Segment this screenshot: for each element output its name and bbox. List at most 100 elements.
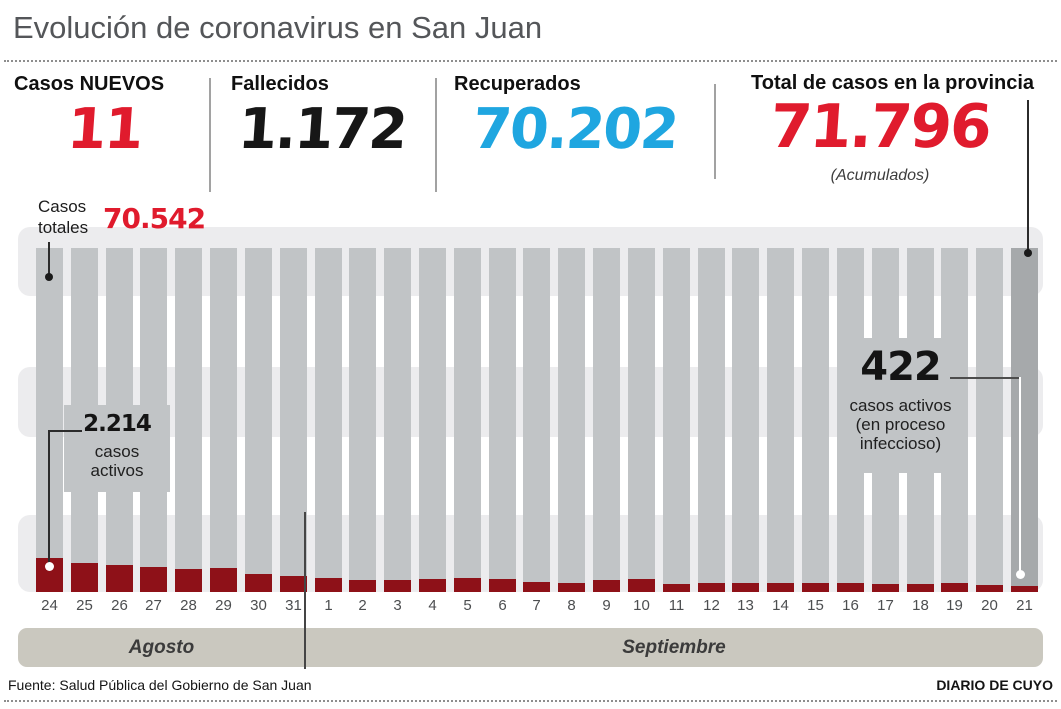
- bar-total-day-9-sep: [593, 248, 620, 592]
- active-start-leader-vertical: [48, 430, 50, 567]
- bar-total-day-28-ago: [175, 248, 202, 592]
- active-end-value: 422: [860, 344, 942, 390]
- bar-active-day-25-ago: [71, 563, 98, 592]
- day-label-21-sep: 21: [1016, 597, 1033, 614]
- day-label-24-ago: 24: [41, 597, 58, 614]
- day-label-7-sep: 7: [532, 597, 541, 614]
- stats-divider-3: [714, 84, 716, 179]
- bar-active-day-15-sep: [802, 583, 829, 592]
- active-end-caption-line1: casos activos: [849, 396, 952, 415]
- stat-recovered-label: Recuperados: [454, 73, 581, 95]
- active-start-callout-box: [64, 405, 170, 492]
- day-label-15-sep: 15: [807, 597, 824, 614]
- bar-active-day-12-sep: [698, 583, 725, 592]
- month-divider-line: [304, 512, 306, 669]
- day-label-10-sep: 10: [633, 597, 650, 614]
- stats-divider-1: [209, 78, 211, 192]
- active-start-value: 2.214: [83, 411, 152, 437]
- day-label-17-sep: 17: [877, 597, 894, 614]
- bar-active-day-9-sep: [593, 580, 620, 592]
- totals-callout-label-line1: Casos: [38, 197, 87, 216]
- day-label-11-sep: 11: [668, 597, 685, 614]
- active-end-callout: 422 casos activos (en proceso infeccioso…: [837, 344, 964, 453]
- page-title: Evolución de coronavirus en San Juan: [13, 10, 543, 45]
- bar-total-day-1-sep: [315, 248, 342, 592]
- day-label-30-ago: 30: [250, 597, 267, 614]
- month-label-august: Agosto: [128, 636, 195, 658]
- bar-active-day-20-sep: [976, 585, 1003, 592]
- day-label-6-sep: 6: [498, 597, 507, 614]
- active-start-caption-line1: casos: [94, 442, 140, 461]
- bar-active-day-28-ago: [175, 569, 202, 592]
- bar-active-day-4-sep: [419, 579, 446, 592]
- day-label-18-sep: 18: [912, 597, 929, 614]
- day-label-14-sep: 14: [772, 597, 789, 614]
- day-label-20-sep: 20: [981, 597, 998, 614]
- bar-total-day-20-sep: [976, 248, 1003, 592]
- bar-total-day-11-sep: [663, 248, 690, 592]
- bar-active-day-13-sep: [732, 583, 759, 592]
- bar-total-day-5-sep: [454, 248, 481, 592]
- bar-active-day-2-sep: [349, 580, 376, 592]
- bar-active-day-19-sep: [941, 583, 968, 592]
- bar-active-day-3-sep: [384, 580, 411, 592]
- bar-active-day-18-sep: [907, 584, 934, 592]
- day-label-13-sep: 13: [737, 597, 754, 614]
- day-label-19-sep: 19: [946, 597, 963, 614]
- bar-total-day-6-sep: [489, 248, 516, 592]
- day-label-29-ago: 29: [215, 597, 232, 614]
- stat-total-label: Total de casos en la provincia: [751, 72, 1035, 94]
- totals-callout-label-line2: totales: [38, 218, 89, 237]
- bar-active-day-17-sep: [872, 584, 899, 592]
- stats-divider-2: [435, 78, 437, 192]
- bar-total-day-7-sep: [523, 248, 550, 592]
- bar-active-day-14-sep: [767, 583, 794, 592]
- day-label-28-ago: 28: [180, 597, 197, 614]
- bar-total-day-10-sep: [628, 248, 655, 592]
- bar-total-day-21-sep: [1011, 248, 1038, 592]
- bar-total-day-3-sep: [384, 248, 411, 592]
- total-leader-dot: [1024, 249, 1032, 257]
- bar-total-day-30-ago: [245, 248, 272, 592]
- bar-active-day-5-sep: [454, 578, 481, 592]
- bar-active-day-26-ago: [106, 565, 133, 592]
- active-end-leader-dot: [1016, 570, 1025, 579]
- bar-active-day-31-ago: [280, 576, 307, 592]
- total-leader-line: [1027, 100, 1029, 253]
- active-end-leader-horizontal: [950, 377, 1020, 379]
- bar-active-day-8-sep: [558, 583, 585, 592]
- day-label-1-sep: 1: [324, 597, 333, 614]
- bar-active-day-7-sep: [523, 582, 550, 592]
- active-end-caption-line2: (en proceso: [855, 415, 946, 434]
- day-label-2-sep: 2: [358, 597, 367, 614]
- day-label-9-sep: 9: [602, 597, 611, 614]
- day-label-3-sep: 3: [393, 597, 402, 614]
- bar-active-day-6-sep: [489, 579, 516, 592]
- active-start-callout: 2.214 casos activos: [64, 411, 170, 480]
- footer-source: Fuente: Salud Pública del Gobierno de Sa…: [8, 677, 312, 693]
- day-label-25-ago: 25: [76, 597, 93, 614]
- stat-total-note: (Acumulados): [830, 167, 930, 184]
- bar-total-day-31-ago: [280, 248, 307, 592]
- active-start-leader-horizontal: [48, 430, 82, 432]
- top-dotted-divider: [4, 60, 1057, 62]
- month-band: [18, 628, 1043, 667]
- stat-new-cases-label: Casos NUEVOS: [14, 73, 165, 95]
- bar-active-day-1-sep: [315, 578, 342, 592]
- day-label-16-sep: 16: [842, 597, 859, 614]
- bar-total-day-12-sep: [698, 248, 725, 592]
- totals-callout-label: Casos totales: [38, 196, 88, 238]
- bar-active-day-10-sep: [628, 579, 655, 592]
- bar-active-day-21-sep: [1011, 586, 1038, 592]
- active-start-leader-dot: [45, 562, 54, 571]
- bar-total-day-15-sep: [802, 248, 829, 592]
- totals-leader-line: [48, 242, 50, 276]
- day-label-4-sep: 4: [428, 597, 437, 614]
- day-label-31-ago: 31: [285, 597, 302, 614]
- active-start-caption-line2: activos: [90, 461, 144, 480]
- bar-total-day-8-sep: [558, 248, 585, 592]
- day-label-5-sep: 5: [463, 597, 472, 614]
- stat-deaths-label: Fallecidos: [231, 73, 329, 95]
